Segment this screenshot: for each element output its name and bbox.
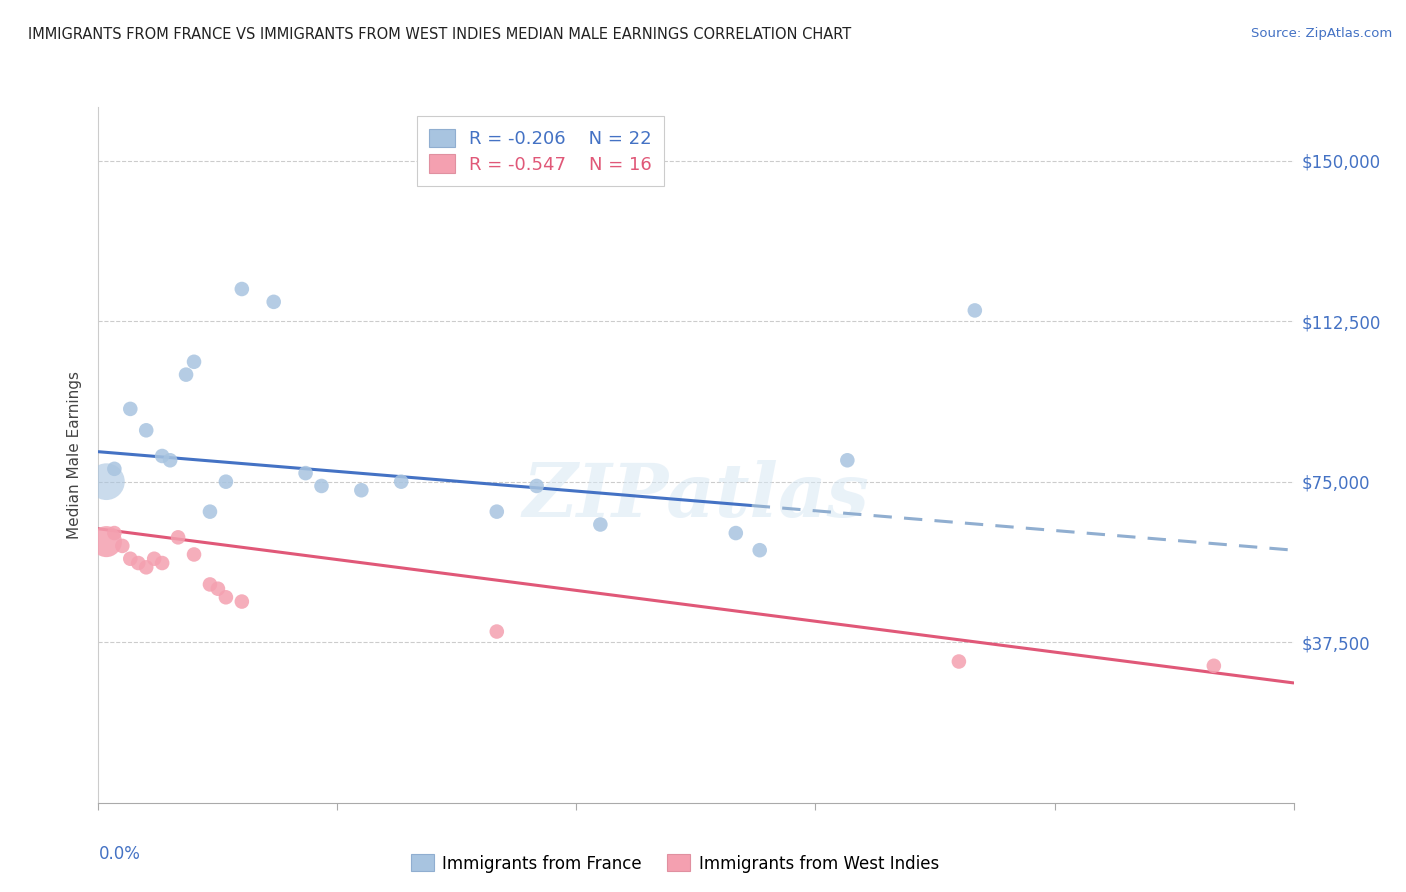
- Point: [111, 539, 134, 553]
- Point: [120, 551, 142, 566]
- Point: [198, 577, 221, 591]
- Point: [96, 534, 118, 549]
- Point: [198, 505, 221, 519]
- Point: [589, 517, 612, 532]
- Point: [526, 479, 548, 493]
- Text: IMMIGRANTS FROM FRANCE VS IMMIGRANTS FROM WEST INDIES MEDIAN MALE EARNINGS CORRE: IMMIGRANTS FROM FRANCE VS IMMIGRANTS FRO…: [28, 27, 852, 42]
- Point: [150, 449, 173, 463]
- Y-axis label: Median Male Earnings: Median Male Earnings: [67, 371, 83, 539]
- Point: [159, 453, 181, 467]
- Point: [963, 303, 986, 318]
- Point: [231, 282, 253, 296]
- Point: [103, 462, 125, 476]
- Point: [127, 556, 149, 570]
- Point: [294, 466, 316, 480]
- Point: [231, 594, 253, 608]
- Point: [167, 530, 190, 544]
- Point: [948, 655, 970, 669]
- Point: [150, 556, 173, 570]
- Point: [263, 294, 285, 309]
- Point: [120, 401, 142, 416]
- Point: [135, 560, 157, 574]
- Point: [837, 453, 859, 467]
- Text: 0.0%: 0.0%: [98, 845, 141, 863]
- Point: [143, 551, 166, 566]
- Point: [207, 582, 229, 596]
- Legend: R = -0.206    N = 22, R = -0.547    N = 16: R = -0.206 N = 22, R = -0.547 N = 16: [416, 116, 665, 186]
- Point: [350, 483, 373, 498]
- Point: [135, 423, 157, 437]
- Point: [183, 355, 205, 369]
- Point: [485, 505, 508, 519]
- Point: [96, 475, 118, 489]
- Point: [215, 475, 238, 489]
- Point: [311, 479, 333, 493]
- Point: [748, 543, 770, 558]
- Point: [183, 548, 205, 562]
- Point: [215, 591, 238, 605]
- Point: [1202, 658, 1225, 673]
- Legend: Immigrants from France, Immigrants from West Indies: Immigrants from France, Immigrants from …: [404, 847, 946, 880]
- Text: Source: ZipAtlas.com: Source: ZipAtlas.com: [1251, 27, 1392, 40]
- Point: [174, 368, 197, 382]
- Point: [389, 475, 412, 489]
- Text: ZIPatlas: ZIPatlas: [523, 460, 869, 533]
- Point: [485, 624, 508, 639]
- Point: [103, 526, 125, 541]
- Point: [724, 526, 747, 541]
